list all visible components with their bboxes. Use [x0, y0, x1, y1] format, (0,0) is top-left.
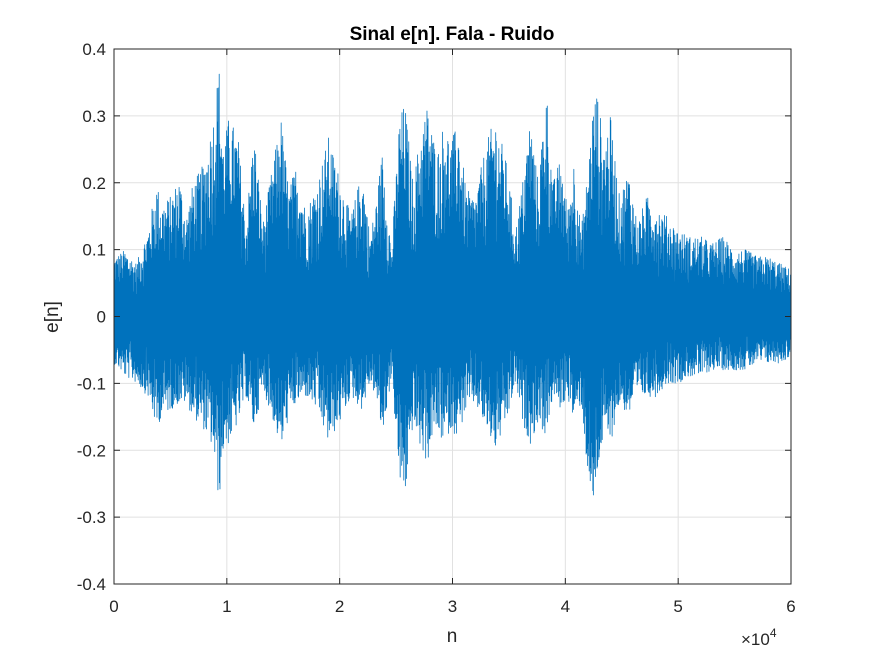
y-axis-label: e[n] [42, 301, 63, 333]
y-tick-label: 0 [97, 308, 106, 327]
y-tick-label: 0.4 [82, 40, 106, 59]
x-tick-labels: 0 1 2 3 4 5 6 [109, 597, 795, 616]
y-tick-label: -0.1 [77, 374, 106, 393]
svg-text:×104: ×104 [741, 626, 777, 649]
x-exponent-power: 4 [770, 626, 777, 640]
x-tick-label: 3 [448, 597, 457, 616]
signal-series [114, 73, 791, 496]
x-axis-label: n [447, 626, 458, 647]
x-tick-label: 1 [222, 597, 231, 616]
x-exponent-base: ×10 [741, 630, 770, 649]
y-tick-label: -0.4 [77, 575, 106, 594]
x-tick-label: 0 [109, 597, 118, 616]
signal-line [114, 73, 791, 496]
y-tick-label: -0.3 [77, 508, 106, 527]
chart-title: Sinal e[n]. Fala - Ruido [350, 24, 555, 45]
x-tick-label: 6 [786, 597, 795, 616]
y-tick-label: -0.2 [77, 441, 106, 460]
x-tick-label: 2 [335, 597, 344, 616]
y-tick-label: 0.1 [82, 241, 106, 260]
axis-ticks [113, 48, 792, 585]
y-tick-labels: -0.4 -0.3 -0.2 -0.1 0 0.1 0.2 0.3 0.4 [77, 40, 106, 594]
y-tick-label: 0.3 [82, 107, 106, 126]
x-tick-label: 5 [673, 597, 682, 616]
x-exponent-label: ×104 [741, 626, 777, 649]
x-tick-label: 4 [561, 597, 570, 616]
y-tick-label: 0.2 [82, 174, 106, 193]
